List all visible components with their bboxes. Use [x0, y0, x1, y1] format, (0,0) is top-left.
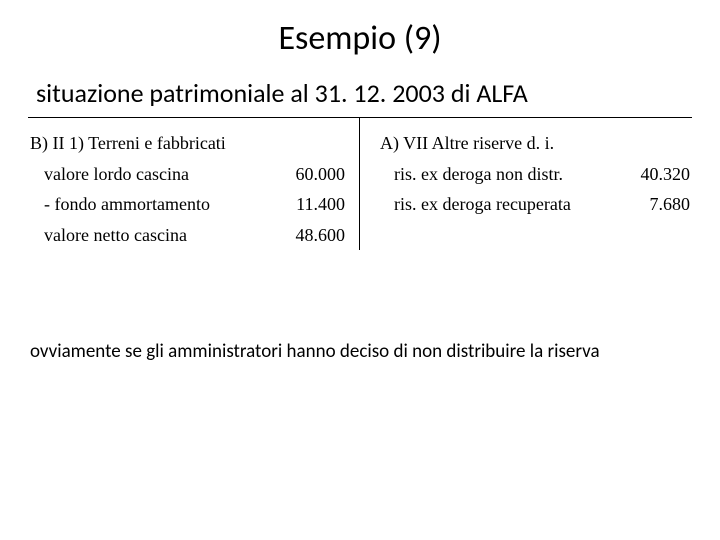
right-row-label: ris. ex deroga recuperata [394, 189, 571, 220]
balance-left-column: B) II 1) Terreni e fabbricati valore lor… [28, 118, 360, 250]
left-header-row: B) II 1) Terreni e fabbricati [30, 128, 345, 159]
left-row-value: 11.400 [275, 189, 345, 220]
slide: Esempio (9) situazione patrimoniale al 3… [0, 0, 720, 540]
right-row-value: 7.680 [620, 189, 690, 220]
left-row: - fondo ammortamento 11.400 [30, 189, 345, 220]
footer-note: ovviamente se gli amministratori hanno d… [30, 340, 690, 363]
right-row: ris. ex deroga recuperata 7.680 [380, 189, 690, 220]
slide-subtitle: situazione patrimoniale al 31. 12. 2003 … [0, 67, 720, 111]
right-row: ris. ex deroga non distr. 40.320 [380, 159, 690, 190]
left-row: valore netto cascina 48.600 [30, 220, 345, 251]
left-row-value: 48.600 [275, 220, 345, 251]
balance-sheet: B) II 1) Terreni e fabbricati valore lor… [28, 118, 692, 250]
left-row-label: valore lordo cascina [44, 159, 189, 190]
right-row-value: 40.320 [620, 159, 690, 190]
left-row: valore lordo cascina 60.000 [30, 159, 345, 190]
left-row-label: - fondo ammortamento [44, 189, 210, 220]
right-header-row: A) VII Altre riserve d. i. [380, 128, 690, 159]
left-header: B) II 1) Terreni e fabbricati [30, 128, 226, 159]
left-row-value: 60.000 [275, 159, 345, 190]
right-header: A) VII Altre riserve d. i. [380, 128, 554, 159]
balance-right-column: A) VII Altre riserve d. i. ris. ex derog… [360, 118, 692, 250]
left-row-label: valore netto cascina [44, 220, 187, 251]
right-row-label: ris. ex deroga non distr. [394, 159, 563, 190]
slide-title: Esempio (9) [0, 0, 720, 67]
